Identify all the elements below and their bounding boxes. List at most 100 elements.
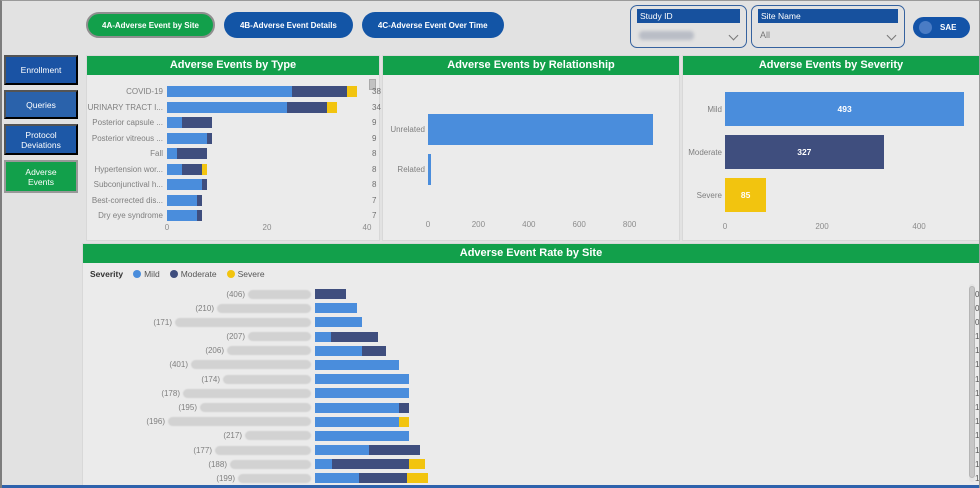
bar-segment-severe[interactable] bbox=[409, 459, 426, 470]
site-name-filter[interactable]: Site Name All bbox=[751, 5, 905, 48]
bar-segment-mild[interactable] bbox=[315, 359, 399, 370]
bar[interactable]: 85 bbox=[725, 178, 970, 212]
bar[interactable] bbox=[167, 148, 367, 159]
bar-segment-count[interactable] bbox=[428, 154, 432, 185]
bar-segment-moderate[interactable] bbox=[182, 163, 202, 175]
bar[interactable] bbox=[167, 179, 367, 190]
bar-segment-mild[interactable] bbox=[315, 445, 369, 456]
bar-segment-moderate[interactable] bbox=[315, 289, 347, 299]
bar-segment-moderate[interactable] bbox=[362, 345, 387, 356]
bar-segment-mild[interactable] bbox=[315, 374, 410, 385]
chevron-down-icon[interactable] bbox=[888, 31, 896, 39]
bar-segment-mild[interactable] bbox=[315, 388, 410, 399]
bar-segment-moderate[interactable] bbox=[287, 101, 327, 113]
bar-segment-mild[interactable] bbox=[167, 86, 292, 97]
site-name-filter-value[interactable]: All bbox=[758, 27, 898, 43]
value-label: 1.50 bbox=[975, 431, 980, 441]
bar-segment-mild[interactable] bbox=[315, 345, 363, 356]
bar[interactable] bbox=[315, 374, 970, 385]
bar[interactable] bbox=[315, 359, 970, 370]
tab-adverse-event-over-time[interactable]: 4C-Adverse Event Over Time bbox=[361, 12, 504, 38]
bar[interactable]: 327 bbox=[725, 135, 970, 169]
vertical-scrollbar[interactable] bbox=[969, 284, 975, 482]
bar[interactable]: 493 bbox=[725, 92, 970, 126]
bar-segment-mild[interactable] bbox=[315, 402, 399, 413]
bar[interactable] bbox=[167, 117, 367, 128]
bar[interactable] bbox=[167, 163, 367, 175]
bar[interactable] bbox=[315, 402, 970, 413]
bar-segment-mild[interactable] bbox=[725, 92, 965, 126]
sidebar-item-protocol-deviations[interactable]: Protocol Deviations bbox=[4, 124, 78, 155]
bar[interactable] bbox=[315, 317, 970, 328]
bar-segment-moderate[interactable] bbox=[725, 135, 884, 169]
legend-item-mild[interactable]: Mild bbox=[133, 269, 160, 279]
bar[interactable] bbox=[428, 114, 680, 145]
sae-toggle[interactable]: SAE bbox=[913, 17, 970, 38]
bar-segment-moderate[interactable] bbox=[177, 148, 207, 159]
bar[interactable] bbox=[167, 86, 367, 97]
bar-segment-moderate[interactable] bbox=[368, 445, 421, 456]
bar-segment-moderate[interactable] bbox=[197, 210, 202, 221]
scrollbar-thumb[interactable] bbox=[969, 286, 975, 478]
legend-label: Severe bbox=[237, 269, 265, 279]
sidebar-item-adverse-events[interactable]: Adverse Events bbox=[4, 160, 78, 193]
bar[interactable] bbox=[167, 101, 367, 113]
bar-segment-moderate[interactable] bbox=[202, 179, 207, 190]
bar-segment-moderate[interactable] bbox=[330, 331, 378, 342]
bar-segment-moderate[interactable] bbox=[359, 473, 407, 484]
bar-segment-mild[interactable] bbox=[167, 163, 182, 175]
bar-segment-mild[interactable] bbox=[315, 331, 331, 342]
bar-segment-mild[interactable] bbox=[167, 210, 197, 221]
toggle-knob-icon[interactable] bbox=[919, 21, 932, 34]
bar[interactable] bbox=[315, 388, 970, 399]
bar[interactable] bbox=[315, 445, 970, 456]
chevron-down-icon[interactable] bbox=[730, 31, 738, 39]
bar[interactable] bbox=[167, 194, 367, 206]
bar-segment-moderate[interactable] bbox=[182, 117, 212, 128]
bar-segment-count[interactable] bbox=[428, 114, 653, 145]
bar-segment-moderate[interactable] bbox=[398, 402, 410, 413]
bar-segment-mild[interactable] bbox=[315, 473, 360, 484]
bar-segment-severe[interactable] bbox=[725, 178, 767, 212]
bar-segment-moderate[interactable] bbox=[207, 132, 212, 144]
legend-item-moderate[interactable]: Moderate bbox=[169, 269, 217, 279]
bar[interactable] bbox=[428, 154, 680, 185]
bar[interactable] bbox=[315, 459, 970, 470]
bar-segment-severe[interactable] bbox=[406, 473, 429, 484]
bar[interactable] bbox=[167, 132, 367, 144]
sidebar-item-queries[interactable]: Queries bbox=[4, 90, 78, 119]
study-id-filter[interactable]: Study ID bbox=[630, 5, 747, 48]
bar-segment-severe[interactable] bbox=[327, 101, 337, 113]
bar-segment-severe[interactable] bbox=[202, 163, 207, 175]
bar-segment-mild[interactable] bbox=[315, 416, 399, 427]
bar-segment-mild[interactable] bbox=[315, 430, 410, 441]
bar-segment-mild[interactable] bbox=[315, 303, 358, 314]
bar[interactable] bbox=[315, 303, 970, 314]
bar-segment-moderate[interactable] bbox=[292, 86, 347, 97]
bar-segment-mild[interactable] bbox=[315, 459, 332, 470]
bar-segment-mild[interactable] bbox=[167, 132, 207, 144]
bar-segment-mild[interactable] bbox=[167, 101, 287, 113]
bar[interactable] bbox=[315, 331, 970, 342]
bar[interactable] bbox=[315, 345, 970, 356]
sidebar-item-enrollment[interactable]: Enrollment bbox=[4, 55, 78, 85]
tab-adverse-event-details[interactable]: 4B-Adverse Event Details bbox=[223, 12, 353, 38]
bar-segment-mild[interactable] bbox=[167, 194, 197, 206]
bar[interactable] bbox=[315, 430, 970, 441]
tab-adverse-event-by-site[interactable]: 4A-Adverse Event by Site bbox=[86, 12, 215, 38]
study-id-filter-value[interactable] bbox=[637, 27, 740, 43]
bar-segment-moderate[interactable] bbox=[197, 194, 202, 206]
bar-segment-mild[interactable] bbox=[167, 148, 177, 159]
bar[interactable] bbox=[167, 210, 367, 221]
bar-segment-severe[interactable] bbox=[347, 86, 357, 97]
legend-item-severe[interactable]: Severe bbox=[226, 269, 265, 279]
bar[interactable] bbox=[315, 473, 970, 484]
bar[interactable] bbox=[315, 289, 970, 299]
bar-segment-severe[interactable] bbox=[398, 416, 410, 427]
chart-scrollbar[interactable] bbox=[369, 79, 376, 90]
bar-segment-mild[interactable] bbox=[167, 117, 182, 128]
bar-segment-moderate[interactable] bbox=[332, 459, 410, 470]
bar[interactable] bbox=[315, 416, 970, 427]
bar-segment-mild[interactable] bbox=[167, 179, 202, 190]
bar-segment-mild[interactable] bbox=[315, 317, 363, 328]
